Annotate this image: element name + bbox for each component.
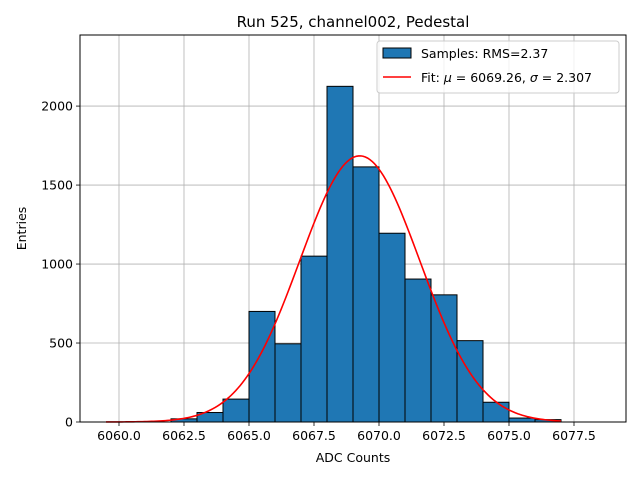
histogram-bar	[274, 343, 302, 423]
chart-title: Run 525, channel002, Pedestal	[237, 13, 470, 31]
y-tick-label: 2000	[41, 99, 73, 114]
legend-box	[376, 40, 620, 94]
legend-label-fit: Fit: μ = 6069.26, σ = 2.307	[421, 70, 592, 85]
fit-curve-layer	[105, 155, 562, 423]
y-axis-label: Entries	[14, 207, 29, 251]
histogram-bar	[508, 417, 536, 423]
histogram-bar	[482, 401, 510, 423]
y-tick-label: 500	[49, 336, 73, 351]
histogram-bar	[222, 398, 250, 423]
y-axis-ticks: 0 500 1000 1500 2000	[41, 99, 80, 430]
x-tick-label: 6067.5	[292, 428, 336, 443]
x-tick-label: 6060.0	[97, 428, 141, 443]
histogram-bar	[404, 278, 432, 423]
histogram-bar	[352, 166, 380, 423]
histogram-bar	[456, 340, 484, 423]
x-tick-label: 6077.5	[552, 428, 596, 443]
legend-label-samples: Samples: RMS=2.37	[421, 46, 548, 61]
y-tick-label: 1000	[41, 257, 73, 272]
histogram-bar	[300, 255, 328, 423]
x-axis-ticks: 6060.0 6062.5 6065.0 6067.5 6070.0 6072.5 6075…	[97, 422, 596, 443]
histogram-bar	[326, 85, 354, 423]
plot-frame	[79, 34, 627, 423]
x-tick-label: 6075.0	[487, 428, 531, 443]
x-axis-label: ADC Counts	[316, 450, 391, 465]
y-tick-label: 1500	[41, 178, 73, 193]
x-tick-label: 6070.0	[357, 428, 401, 443]
y-tick-label: 0	[65, 415, 73, 430]
gaussian-fit-curve	[105, 155, 562, 423]
x-tick-label: 6065.0	[227, 428, 271, 443]
x-tick-label: 6072.5	[422, 428, 466, 443]
legend: Samples: RMS=2.37 Fit: μ = 6069.26, σ = …	[376, 40, 620, 94]
histogram-bars	[170, 85, 562, 423]
legend-swatch-samples	[382, 47, 412, 59]
histogram-bar	[430, 294, 458, 423]
histogram-bar	[378, 232, 406, 423]
x-tick-label: 6062.5	[162, 428, 206, 443]
